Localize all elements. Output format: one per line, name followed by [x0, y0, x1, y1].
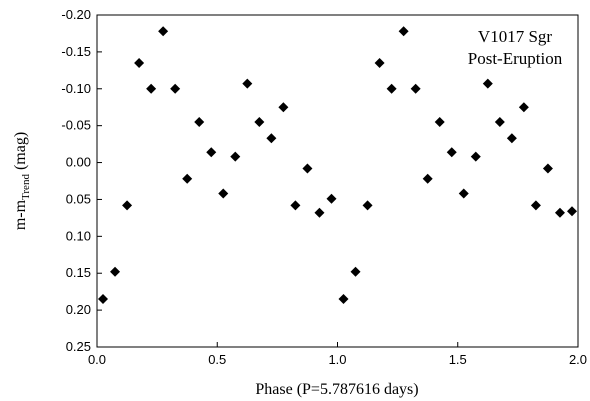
- y-axis: -0.20 -0.15 -0.10 -0.05 0.00 0.05 0.10 0.15 0.20…: [61, 7, 102, 354]
- data-point: [482, 78, 493, 89]
- data-point: [194, 116, 205, 127]
- y-tick-label: 0.10: [66, 228, 91, 243]
- y-tick-label: -0.15: [61, 44, 91, 59]
- data-point: [398, 26, 409, 37]
- x-tick-label: 0.0: [88, 352, 106, 367]
- data-point: [470, 151, 481, 162]
- data-point: [182, 173, 193, 184]
- data-point: [422, 173, 433, 184]
- data-point: [458, 188, 469, 199]
- data-point: [434, 116, 445, 127]
- data-point: [386, 83, 397, 94]
- data-point: [494, 116, 505, 127]
- data-point: [446, 147, 457, 158]
- data-point: [506, 133, 517, 144]
- data-point: [134, 57, 145, 68]
- data-point: [122, 200, 133, 211]
- y-tick-label: 0.25: [66, 339, 91, 354]
- data-point: [230, 151, 241, 162]
- data-point: [314, 207, 325, 218]
- data-point: [110, 266, 121, 277]
- data-point: [290, 200, 301, 211]
- data-point: [218, 188, 229, 199]
- data-points: [98, 26, 577, 305]
- data-point: [326, 193, 337, 204]
- data-point: [530, 200, 541, 211]
- x-tick-label: 2.0: [569, 352, 587, 367]
- y-tick-label: -0.05: [61, 118, 91, 133]
- data-point: [158, 26, 169, 37]
- annotation-line-2: Post-Eruption: [468, 49, 563, 68]
- data-point: [350, 266, 361, 277]
- data-point: [302, 163, 313, 174]
- x-tick-label: 1.5: [449, 352, 467, 367]
- y-tick-label: 0.00: [66, 155, 91, 170]
- x-axis: 0.0 0.5 1.0 1.5 2.0: [88, 342, 587, 367]
- y-axis-title-subscript: Trend: [20, 174, 32, 200]
- y-tick-label: 0.15: [66, 265, 91, 280]
- y-tick-label: -0.20: [61, 7, 91, 22]
- data-point: [566, 206, 577, 217]
- y-axis-title-unit: (mag): [12, 132, 29, 174]
- data-point: [410, 83, 421, 94]
- y-tick-label: 0.05: [66, 191, 91, 206]
- data-point: [518, 102, 529, 113]
- data-point: [338, 294, 349, 305]
- data-point: [170, 83, 181, 94]
- data-point: [98, 294, 109, 305]
- data-point: [362, 200, 373, 211]
- y-tick-label: 0.20: [66, 302, 91, 317]
- data-point: [266, 133, 277, 144]
- annotation-line-1: V1017 Sgr: [478, 27, 552, 46]
- x-tick-label: 1.0: [328, 352, 346, 367]
- data-point: [542, 163, 553, 174]
- data-point: [554, 207, 565, 218]
- y-tick-label: -0.10: [61, 81, 91, 96]
- data-point: [146, 83, 157, 94]
- y-axis-title: m-mTrend (mag): [12, 132, 32, 230]
- data-point: [242, 78, 253, 89]
- y-axis-title-main: m-m: [12, 199, 29, 230]
- data-point: [278, 102, 289, 113]
- data-point: [206, 147, 217, 158]
- data-point: [254, 116, 265, 127]
- x-tick-label: 0.5: [208, 352, 226, 367]
- x-axis-title: Phase (P=5.787616 days): [255, 381, 418, 398]
- data-point: [374, 57, 385, 68]
